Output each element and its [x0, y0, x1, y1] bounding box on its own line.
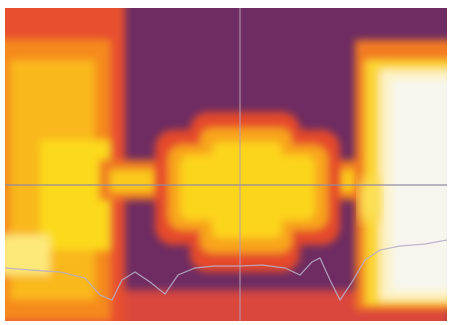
page: {} — [0, 0, 450, 325]
image-content — [0, 0, 450, 325]
right-object — [355, 40, 450, 310]
right-glow — [360, 180, 380, 220]
thermal-image — [0, 0, 450, 325]
